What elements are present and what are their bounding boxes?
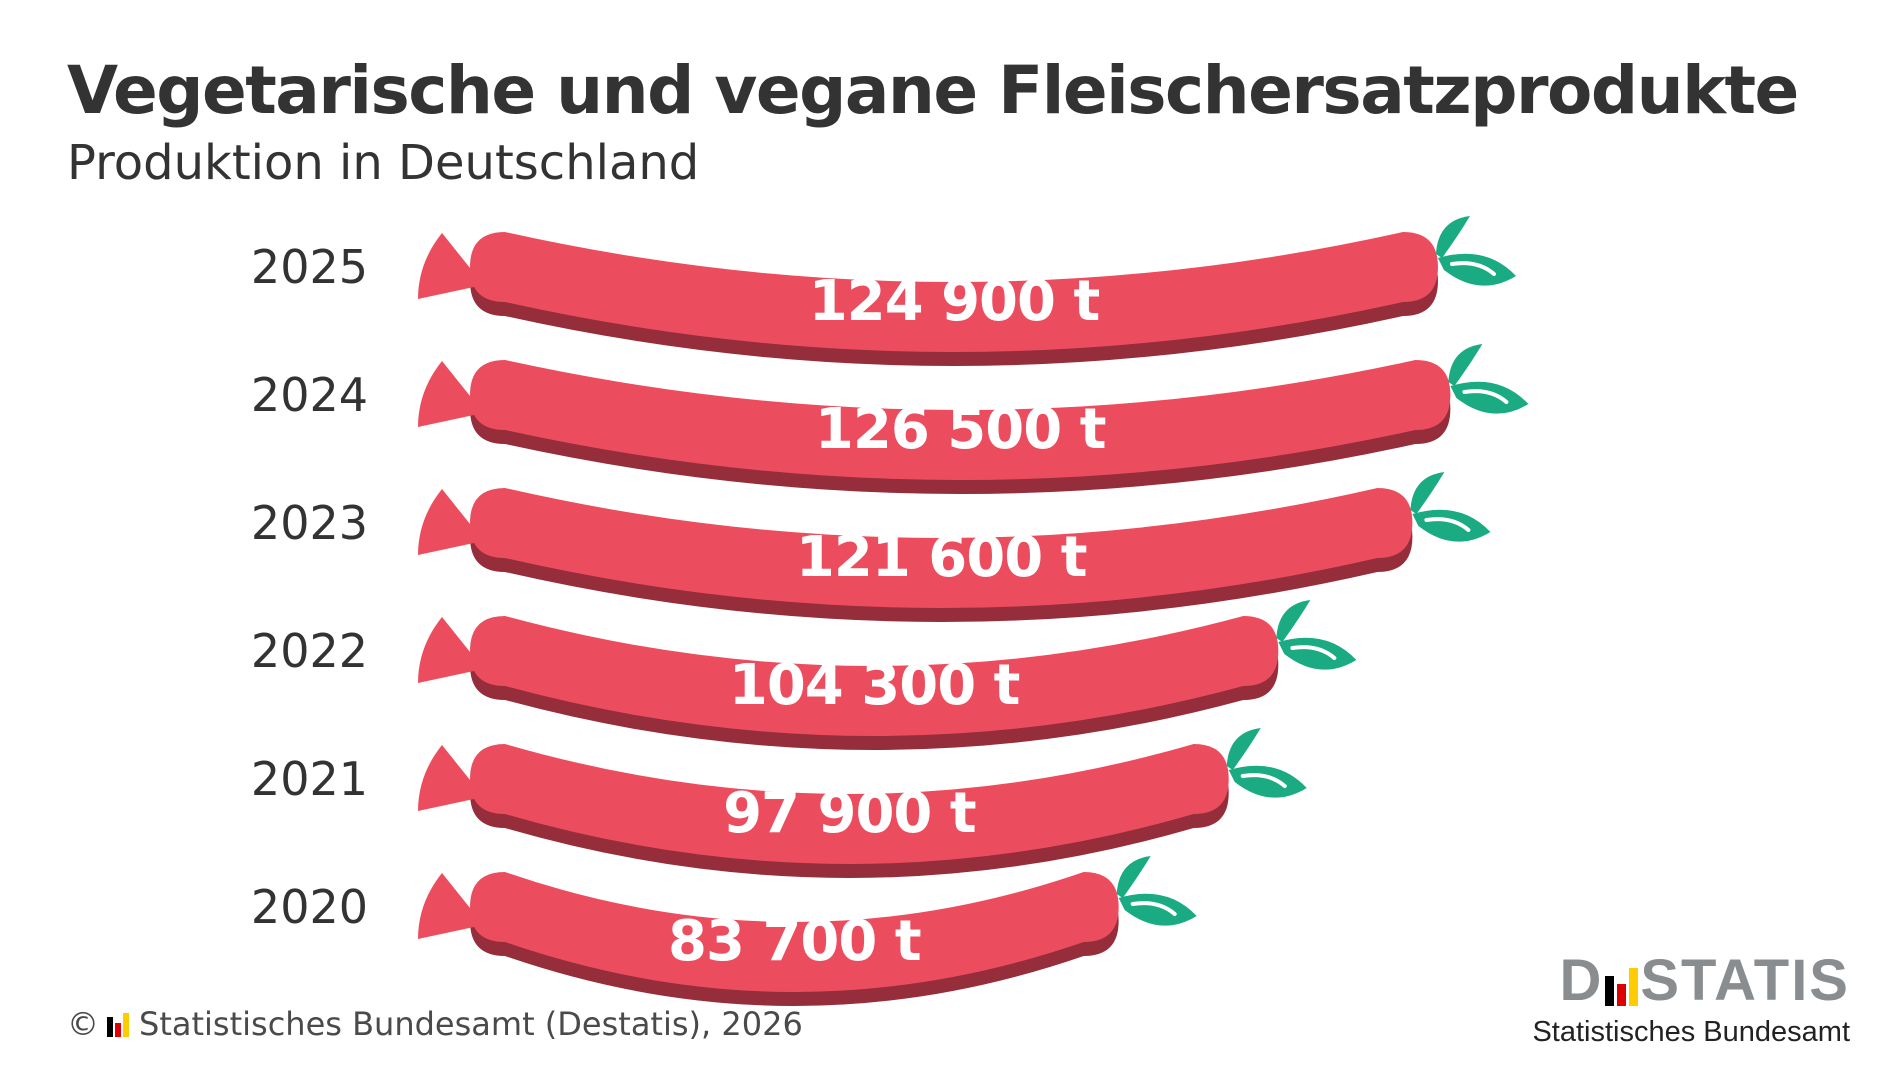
value-label-2023: 121 600 t bbox=[796, 525, 1087, 590]
chart-title: Vegetarische und vegane Fleischersatzpro… bbox=[67, 52, 1799, 129]
bar-body bbox=[470, 616, 1279, 736]
sausage-tip-icon bbox=[418, 617, 474, 683]
bar-body bbox=[470, 488, 1413, 608]
leaf-icon bbox=[1276, 600, 1357, 670]
year-label-2025: 2025 bbox=[251, 240, 368, 294]
year-label-2023: 2023 bbox=[251, 496, 368, 550]
value-label-2024: 126 500 t bbox=[815, 397, 1106, 462]
wordmark-prefix: D bbox=[1559, 948, 1604, 1013]
footer-source: © Statistisches Bundesamt (Destatis), 20… bbox=[67, 1005, 803, 1043]
bar-body bbox=[470, 232, 1438, 352]
leaf-icon bbox=[1410, 472, 1491, 542]
sausage-bar-2024: 2024 126 500 t bbox=[251, 344, 1529, 494]
sausage-bar-2020: 2020 83 700 t bbox=[251, 856, 1197, 1006]
bar-body bbox=[470, 360, 1451, 480]
sausage-tip-icon bbox=[418, 745, 474, 811]
sausage-bar-2025: 2025 124 900 t bbox=[251, 216, 1516, 366]
wordmark-suffix: STATIS bbox=[1640, 948, 1850, 1013]
sausage-bar-2021: 2021 97 900 t bbox=[251, 728, 1307, 878]
destatis-logo: D STATIS Statistisches Bundesamt bbox=[1532, 952, 1850, 1049]
value-label-2025: 124 900 t bbox=[809, 269, 1100, 334]
value-label-2022: 104 300 t bbox=[729, 653, 1020, 718]
value-label-2020: 83 700 t bbox=[668, 909, 921, 974]
sausage-tip-icon bbox=[418, 873, 474, 939]
leaf-icon bbox=[1448, 344, 1529, 414]
year-label-2024: 2024 bbox=[251, 368, 368, 422]
source-text: Statistisches Bundesamt (Destatis), 2026 bbox=[139, 1005, 803, 1043]
leaf-icon bbox=[1435, 216, 1516, 286]
sausage-bar-2023: 2023 121 600 t bbox=[251, 472, 1491, 622]
bar-body bbox=[470, 872, 1119, 992]
year-label-2020: 2020 bbox=[251, 880, 368, 934]
destatis-mini-logo-icon bbox=[107, 1011, 129, 1037]
destatis-wordmark: D STATIS bbox=[1532, 952, 1850, 1010]
flag-bars-icon bbox=[1605, 962, 1639, 1006]
leaf-icon bbox=[1226, 728, 1307, 798]
sausage-tip-icon bbox=[418, 361, 474, 427]
sausage-tip-icon bbox=[418, 489, 474, 555]
destatis-subline: Statistisches Bundesamt bbox=[1532, 1016, 1850, 1048]
copyright-symbol: © bbox=[67, 1005, 99, 1043]
value-label-2021: 97 900 t bbox=[723, 781, 976, 846]
sausage-tip-icon bbox=[418, 233, 474, 299]
sausage-bar-2022: 2022 104 300 t bbox=[251, 600, 1357, 750]
chart-subtitle: Produktion in Deutschland bbox=[67, 135, 700, 191]
year-label-2022: 2022 bbox=[251, 624, 368, 678]
leaf-icon bbox=[1116, 856, 1197, 926]
bar-body bbox=[470, 744, 1229, 864]
year-label-2021: 2021 bbox=[251, 752, 368, 806]
